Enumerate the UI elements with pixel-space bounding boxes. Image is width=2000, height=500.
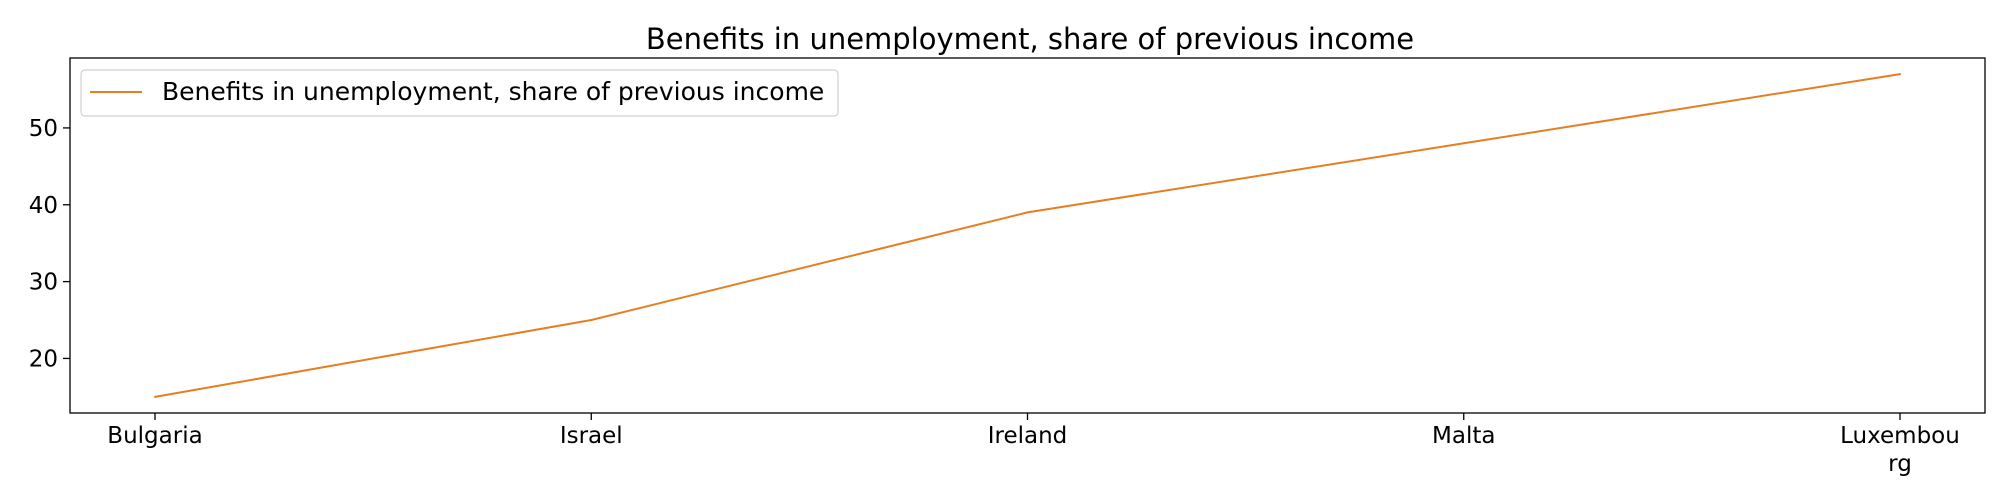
y-axis: 20 30 40 50 xyxy=(29,116,70,372)
x-tick-label: Malta xyxy=(1432,423,1495,449)
y-tick-label: 30 xyxy=(29,270,58,296)
series-layer xyxy=(154,73,1901,398)
x-tick-label: Israel xyxy=(560,423,623,449)
data-point xyxy=(1462,142,1465,145)
y-tick-label: 40 xyxy=(29,193,58,219)
chart-title: Benefits in unemployment, share of previ… xyxy=(646,22,1414,56)
data-point xyxy=(590,319,593,322)
x-tick-label: Bulgaria xyxy=(107,423,202,449)
x-axis: Bulgaria Israel Ireland Malta Luxembou rg xyxy=(107,413,1960,477)
data-point xyxy=(1026,211,1029,214)
series-line xyxy=(154,73,1901,398)
legend: Benefits in unemployment, share of previ… xyxy=(80,69,839,117)
x-tick-label: Luxembou rg xyxy=(1840,423,1960,477)
y-tick-label: 50 xyxy=(29,116,58,142)
legend-box xyxy=(80,69,839,117)
data-point xyxy=(1899,73,1901,76)
data-point xyxy=(154,395,156,398)
y-tick-label: 20 xyxy=(29,346,58,372)
x-tick-label: Ireland xyxy=(988,423,1068,449)
legend-label: Benefits in unemployment, share of previ… xyxy=(162,77,824,106)
